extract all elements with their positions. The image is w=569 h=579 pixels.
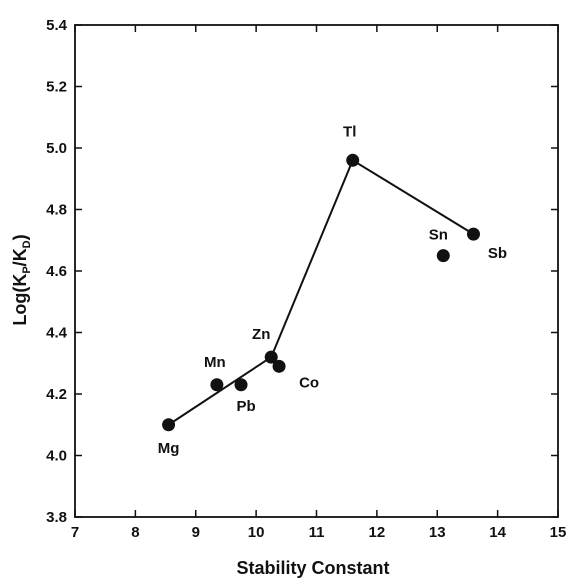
x-tick-label: 10 xyxy=(248,524,265,541)
data-point-co xyxy=(272,359,286,373)
connector-line-2 xyxy=(270,159,354,358)
y-tick-label: 4.4 xyxy=(46,325,68,342)
point-label-zn: Zn xyxy=(252,326,270,343)
point-labels: Mg Mn Pb Zn Co Tl Sn Sb xyxy=(158,123,507,456)
x-tick-label: 14 xyxy=(489,524,506,541)
y-tick-label: 4.6 xyxy=(46,263,67,280)
point-label-sn: Sn xyxy=(429,227,448,244)
x-tick-label: 12 xyxy=(369,524,386,541)
y-tick-label: 5.2 xyxy=(46,79,67,96)
data-point-mn xyxy=(210,378,224,392)
y-axis-title-sub-d: D xyxy=(21,240,33,248)
series-lines xyxy=(168,159,474,426)
point-label-tl: Tl xyxy=(343,123,356,140)
y-axis-title: Log(KP/KD) xyxy=(10,234,33,325)
y-tick-label: 3.8 xyxy=(46,509,67,526)
point-label-mg: Mg xyxy=(158,440,180,457)
tick-labels: 7 8 9 10 11 12 13 14 15 3.8 4.0 4.2 4.4 4.6 4.8 5.0 5.2 5… xyxy=(46,17,566,541)
y-tick-label: 4.0 xyxy=(46,448,67,465)
x-tick-label: 7 xyxy=(71,524,79,541)
x-tick-label: 13 xyxy=(429,524,446,541)
data-point-pb xyxy=(234,378,248,392)
data-point-mg xyxy=(162,418,176,432)
y-tick-label: 5.0 xyxy=(46,140,67,157)
data-point-sn xyxy=(436,249,450,263)
data-point-zn xyxy=(264,350,278,364)
y-tick-label: 4.2 xyxy=(46,386,67,403)
y-tick-label: 4.8 xyxy=(46,202,67,219)
point-label-co: Co xyxy=(299,374,319,391)
x-tick-label: 15 xyxy=(550,524,567,541)
y-axis-title-main: Log(K xyxy=(10,274,30,326)
point-label-pb: Pb xyxy=(236,398,255,415)
data-point-tl xyxy=(346,153,360,167)
plot-frame xyxy=(74,24,559,518)
axes xyxy=(74,24,559,518)
y-tick-label: 5.4 xyxy=(46,17,68,34)
x-tick-label: 11 xyxy=(309,524,325,541)
x-tick-label: 9 xyxy=(192,524,200,541)
data-points xyxy=(162,153,480,432)
point-label-mn: Mn xyxy=(204,354,226,371)
y-axis-title-mid: /K xyxy=(10,248,30,266)
x-tick-label: 8 xyxy=(131,524,139,541)
data-point-sb xyxy=(466,227,480,241)
y-axis-title-end: ) xyxy=(10,234,30,240)
y-axis-title-sub-p: P xyxy=(21,266,33,273)
point-label-sb: Sb xyxy=(488,245,507,262)
connector-line-3 xyxy=(352,159,474,235)
connector-line-1 xyxy=(168,356,272,426)
x-axis-title: Stability Constant xyxy=(236,558,389,578)
